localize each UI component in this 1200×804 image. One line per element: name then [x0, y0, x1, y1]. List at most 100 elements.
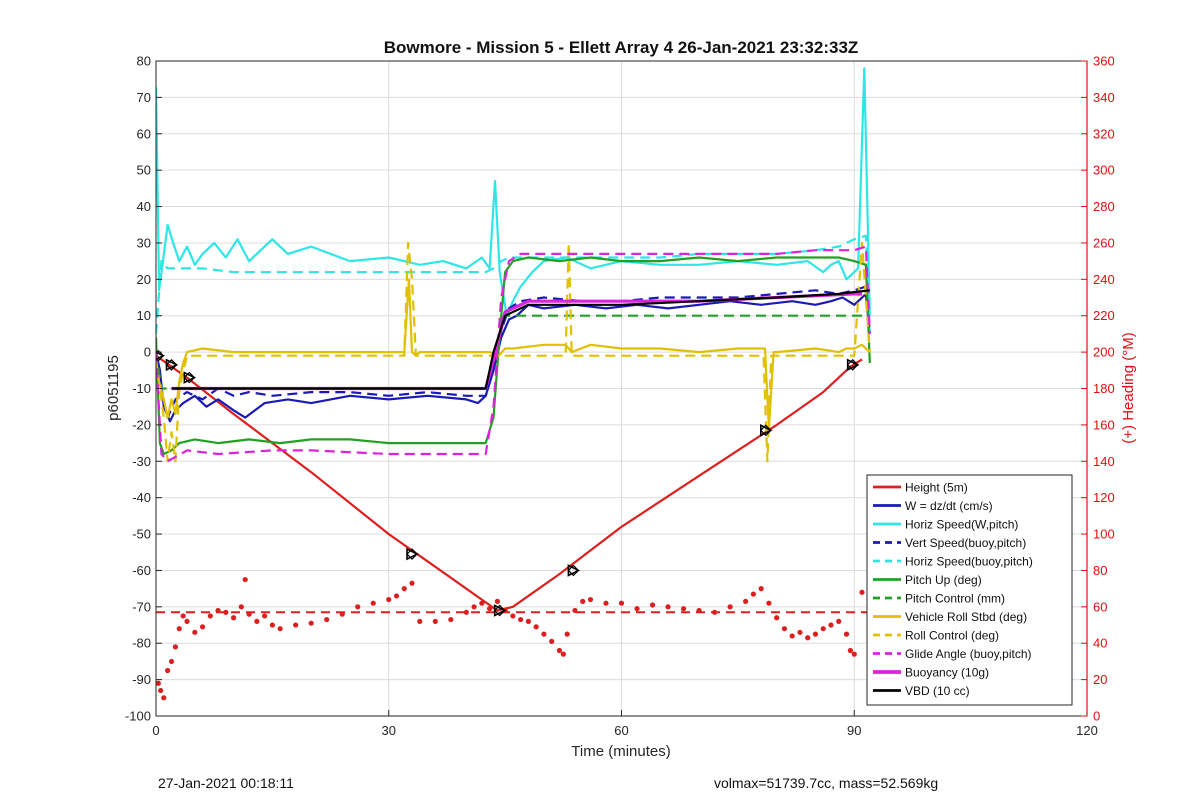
heading-point-3	[165, 667, 171, 674]
heading-point-53	[603, 600, 609, 606]
heading-point-43	[525, 618, 532, 624]
y-right-tick-label-13: 100	[1093, 527, 1115, 542]
heading-point-20	[269, 622, 275, 628]
legend-entry-5: Pitch Up (deg)	[873, 573, 982, 587]
heading-point-15	[238, 604, 244, 610]
heading-point-5	[172, 644, 178, 650]
height-marker-1	[165, 358, 179, 372]
y-right-tick-label-3: 300	[1093, 163, 1115, 178]
heading-point-70	[805, 635, 811, 641]
height-marker-6	[759, 424, 773, 437]
heading-point-34	[448, 616, 454, 623]
height-marker-2	[183, 371, 197, 384]
y-left-tick-label-16: -80	[132, 636, 151, 651]
y-left-tick-label-15: -70	[132, 599, 151, 614]
heading-point-44	[533, 624, 539, 630]
x-tick-label-4: 120	[1076, 723, 1098, 738]
legend-label-11: VBD (10 cc)	[905, 684, 970, 698]
y-left-tick-label-1: 70	[137, 90, 151, 105]
legend-entry-2: Horiz Speed(W,pitch)	[873, 518, 1018, 532]
heading-point-57	[665, 604, 671, 610]
heading-point-38	[487, 606, 493, 612]
series-line-8	[156, 241, 871, 463]
heading-point-66	[774, 615, 780, 621]
heading-point-25	[339, 611, 345, 617]
y-right-tick-label-7: 220	[1093, 308, 1115, 323]
y-left-tick-label-18: -100	[125, 709, 151, 724]
heading-point-54	[618, 600, 625, 606]
heading-point-56	[649, 602, 656, 608]
legend-label-1: W = dz/dt (cm/s)	[905, 499, 993, 513]
heading-point-74	[836, 618, 842, 624]
legend-label-9: Glide Angle (buoy,pitch)	[905, 647, 1032, 661]
series-line-4	[156, 234, 871, 334]
heading-point-35	[463, 609, 469, 615]
y-left-tick-label-5: 30	[137, 235, 151, 250]
legend-entry-6: Pitch Control (mm)	[873, 592, 1005, 606]
y-left-tick-label-2: 60	[137, 126, 151, 141]
heading-point-63	[750, 591, 756, 597]
x-tick-label-2: 60	[614, 723, 628, 738]
heading-point-19	[262, 613, 268, 619]
heading-point-68	[789, 633, 795, 639]
legend-label-5: Pitch Up (deg)	[905, 573, 982, 587]
heading-point-49	[564, 631, 570, 637]
heading-point-12	[215, 607, 221, 614]
heading-point-62	[743, 598, 749, 604]
heading-point-61	[727, 604, 733, 610]
heading-point-28	[386, 596, 392, 603]
series-line-9	[156, 245, 871, 463]
heading-point-59	[696, 607, 702, 614]
height-marker-7	[846, 358, 860, 372]
y-left-tick-label-7: 10	[137, 308, 151, 323]
legend-label-8: Roll Control (deg)	[905, 629, 999, 643]
heading-point-76	[847, 647, 853, 654]
y-left-tick-label-8: 0	[144, 345, 151, 360]
heading-point-9	[192, 629, 198, 635]
y-right-tick-label-15: 60	[1093, 599, 1107, 614]
y-left-tick-label-13: -50	[132, 527, 151, 542]
legend-label-10: Buoyancy (10g)	[905, 666, 989, 680]
heading-point-41	[510, 613, 516, 619]
legend: Height (5m) W = dz/dt (cm/s) Horiz Speed(W…	[866, 474, 1073, 706]
heading-point-39	[494, 598, 500, 604]
y-right-tick-label-10: 160	[1093, 417, 1115, 432]
y-right-tick-label-9: 180	[1093, 381, 1115, 396]
plot-area	[156, 67, 873, 701]
chart-title: Bowmore - Mission 5 - Ellett Array 4 26-…	[384, 38, 859, 57]
heading-point-32	[417, 618, 423, 624]
heading-point-47	[556, 647, 563, 654]
y-left-tick-label-6: 20	[137, 272, 151, 287]
legend-entry-8: Roll Control (deg)	[873, 629, 999, 643]
heading-point-52	[587, 596, 594, 603]
y-left-tick-label-9: -10	[132, 381, 151, 396]
height-marker-4	[493, 604, 507, 617]
heading-point-29	[393, 593, 400, 599]
heading-point-22	[293, 622, 299, 628]
heading-point-64	[758, 586, 764, 592]
footer-timestamp: 27-Jan-2021 00:18:11	[158, 775, 294, 791]
heading-point-4	[168, 658, 175, 665]
y-right-tick-label-18: 0	[1093, 709, 1100, 724]
heading-point-67	[781, 626, 788, 632]
y-right-tick-label-1: 340	[1093, 90, 1115, 105]
legend-entry-9: Glide Angle (buoy,pitch)	[873, 647, 1032, 661]
y-right-tick-label-5: 260	[1093, 235, 1115, 250]
y-left-tick-label-0: 80	[137, 54, 151, 69]
legend-label-4: Horiz Speed(buoy,pitch)	[905, 555, 1033, 569]
heading-point-37	[479, 600, 485, 606]
y-right-tick-label-12: 120	[1093, 490, 1115, 505]
heading-point-21	[277, 626, 283, 632]
heading-point-2	[161, 695, 167, 701]
series-line-3	[156, 285, 871, 419]
heading-point-0	[156, 680, 161, 686]
x-axis-label: Time (minutes)	[571, 743, 670, 760]
y-right-tick-label-17: 20	[1093, 672, 1107, 687]
heading-point-31	[409, 580, 415, 586]
legend-entry-10: Buoyancy (10g)	[873, 666, 989, 680]
y-left-tick-label-3: 50	[137, 163, 151, 178]
x-tick-label-0: 0	[152, 723, 159, 738]
heading-point-7	[180, 613, 186, 619]
y-right-tick-label-14: 80	[1093, 563, 1107, 578]
